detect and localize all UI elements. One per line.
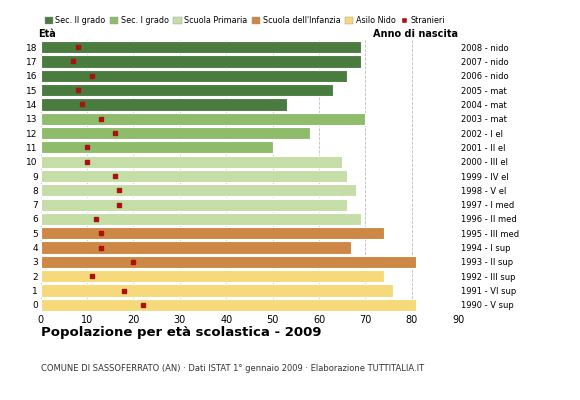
Bar	[41, 70, 347, 82]
Bar	[41, 270, 384, 282]
Bar	[41, 55, 361, 68]
Text: COMUNE DI SASSOFERRATO (AN) · Dati ISTAT 1° gennaio 2009 · Elaborazione TUTTITAL: COMUNE DI SASSOFERRATO (AN) · Dati ISTAT…	[41, 364, 424, 373]
Text: Anno di nascita: Anno di nascita	[373, 30, 458, 40]
Bar	[41, 127, 310, 139]
Bar	[41, 184, 356, 196]
Text: Popolazione per età scolastica - 2009: Popolazione per età scolastica - 2009	[41, 326, 321, 339]
Bar	[41, 256, 416, 268]
Bar	[41, 242, 351, 254]
Legend: Sec. II grado, Sec. I grado, Scuola Primaria, Scuola dell'Infanzia, Asilo Nido, : Sec. II grado, Sec. I grado, Scuola Prim…	[45, 16, 445, 25]
Bar	[41, 170, 347, 182]
Bar	[41, 41, 361, 53]
Bar	[41, 227, 384, 239]
Bar	[41, 156, 342, 168]
Bar	[41, 299, 416, 311]
Bar	[41, 84, 333, 96]
Bar	[41, 213, 361, 225]
Bar	[41, 98, 287, 110]
Bar	[41, 113, 365, 125]
Bar	[41, 141, 273, 154]
Bar	[41, 198, 347, 211]
Bar	[41, 284, 393, 297]
Text: Età: Età	[38, 30, 56, 40]
